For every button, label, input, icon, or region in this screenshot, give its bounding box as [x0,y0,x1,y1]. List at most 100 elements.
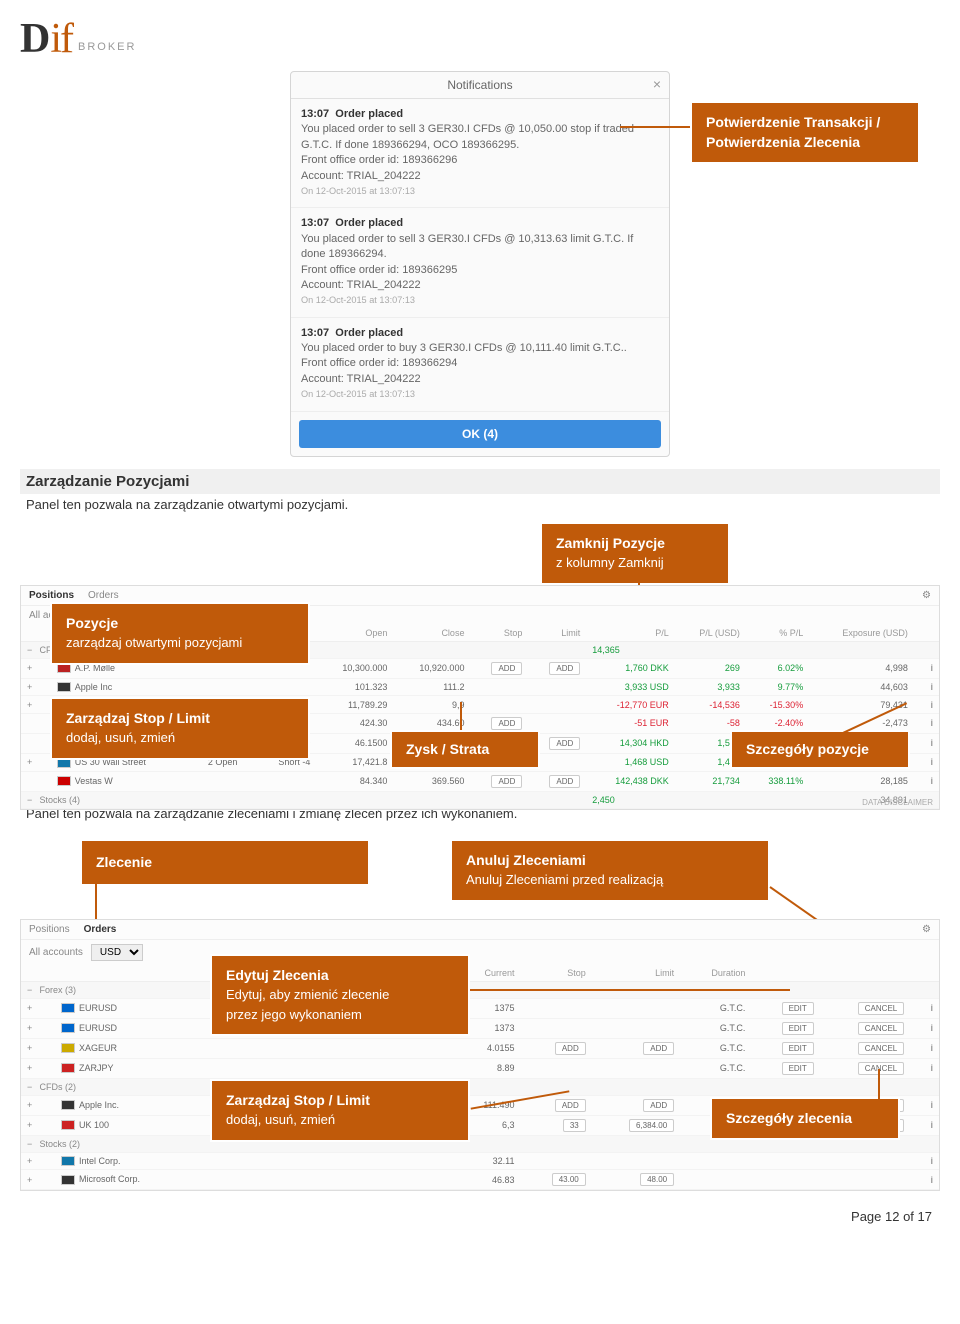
orders-table: TypeBuy/SellAmountPriceCurrentStopLimitD… [21,965,939,1191]
table-row[interactable]: + Apple Inc 101.323111.2 3,933 USD3,9339… [21,678,939,696]
info-icon[interactable]: i [930,1100,933,1110]
connector [878,1069,880,1099]
close-icon[interactable]: × [653,76,661,92]
callout-details-t: Szczegóły pozycje [746,740,894,760]
add-limit-button[interactable]: ADD [549,662,580,675]
add-stop-button[interactable]: ADD [555,1042,586,1055]
callout-edit-t: Edytuj Zlecenia [226,966,454,986]
notification-item: 13:07 Order placed You placed order to s… [291,99,669,208]
callout-positions: Pozycje zarządzaj otwartymi pozycjami [50,602,310,665]
table-group-row[interactable]: − Stocks (4)2,45034,891 [21,791,939,808]
page-footer: Page 12 of 17 [20,1191,940,1232]
info-icon[interactable]: i [930,738,933,748]
table-row[interactable]: + Intel Corp. 32.11 i [21,1152,939,1170]
notifications-panel: Notifications × 13:07 Order placed You p… [290,71,670,457]
table-group-row[interactable]: − CFDs (2) [21,1078,939,1095]
notifications-header: Notifications × [291,72,669,99]
cancel-button[interactable]: CANCEL [858,1022,904,1035]
callout-orderdetails-t: Szczegóły zlecenia [726,1109,884,1129]
callout-confirm-title: Potwierdzenie Transakcji / [706,113,904,133]
info-icon[interactable]: i [930,1156,933,1166]
callout-positions-s: zarządzaj otwartymi pozycjami [66,635,242,650]
add-limit-button[interactable]: ADD [643,1099,674,1112]
data-disclaimer[interactable]: DATA DISCLAIMER [862,798,933,807]
info-icon[interactable]: i [930,718,933,728]
connector [95,881,97,921]
add-stop-button[interactable]: ADD [491,775,522,788]
currency-select[interactable]: USD [91,944,143,961]
table-row[interactable]: + EURUSD 1375 G.T.C. EDIT CANCEL i [21,998,939,1018]
add-limit-button[interactable]: ADD [643,1042,674,1055]
callout-close: Zamknij Pozycje z kolumny Zamknij [540,522,730,585]
info-icon[interactable]: i [930,776,933,786]
add-stop-button[interactable]: 43.00 [552,1173,586,1186]
table-row[interactable]: + EURUSD 1373 G.T.C. EDIT CANCEL i [21,1018,939,1038]
logo: D if BROKER [20,15,940,63]
callout-order-t: Zlecenie [96,853,354,873]
callout-confirm-sub: Potwierdzenia Zlecenia [706,133,904,153]
callout-cancel: Anuluj Zleceniami Anuluj Zleceniami prze… [450,839,770,902]
info-icon[interactable]: i [930,682,933,692]
add-stop-button[interactable]: 33 [563,1119,586,1132]
info-icon[interactable]: i [930,1023,933,1033]
notification-item: 13:07 Order placed You placed order to s… [291,208,669,317]
callout-edit-s2: przez jego wykonaniem [226,1007,362,1022]
callout-orderdetails: Szczegóły zlecenia [710,1097,900,1141]
callout-details: Szczegóły pozycje [730,730,910,770]
info-icon[interactable]: i [930,1003,933,1013]
tab-positions-2[interactable]: Positions [29,924,70,935]
notifications-title: Notifications [447,78,512,92]
add-stop-button[interactable]: ADD [491,662,522,675]
info-icon[interactable]: i [930,700,933,710]
logo-d: D [20,15,50,63]
add-limit-button[interactable]: ADD [549,775,580,788]
callout-close-s: z kolumny Zamknij [556,555,664,570]
callout-positions-t: Pozycje [66,614,294,634]
table-row[interactable]: + Microsoft Corp. 46.83 43.00 48.00 i [21,1170,939,1190]
cancel-button[interactable]: CANCEL [858,1042,904,1055]
edit-button[interactable]: EDIT [782,1022,814,1035]
cancel-button[interactable]: CANCEL [858,1062,904,1075]
callout-confirm: Potwierdzenie Transakcji / Potwierdzenia… [690,101,920,164]
orders-panel: Positions Orders ⚙ All accounts USD Type… [20,919,940,1192]
callout-pl-t: Zysk / Strata [406,740,524,760]
callout-cancel-t: Anuluj Zleceniami [466,851,754,871]
callout-stoplimit2-t: Zarządzaj Stop / Limit [226,1091,454,1111]
add-limit-button[interactable]: ADD [549,737,580,750]
gear-icon[interactable]: ⚙ [922,590,931,601]
tab-positions[interactable]: Positions [29,590,74,601]
tab-orders-2[interactable]: Orders [84,924,117,935]
callout-cancel-s: Anuluj Zleceniami przed realizacją [466,872,663,887]
account-filter-2[interactable]: All accounts [29,947,83,958]
connector [460,702,462,730]
edit-button[interactable]: EDIT [782,1002,814,1015]
cancel-button[interactable]: CANCEL [858,1002,904,1015]
table-row[interactable]: + ZARJPY 8.89 G.T.C. EDIT CANCEL i [21,1058,939,1078]
info-icon[interactable]: i [930,1120,933,1130]
table-row[interactable]: Vestas W 84.340369.560 ADD ADD 142,438 D… [21,771,939,791]
callout-edit-s1: Edytuj, aby zmienić zlecenie [226,987,389,1002]
add-stop-button[interactable]: ADD [491,717,522,730]
callout-stoplimit2: Zarządzaj Stop / Limit dodaj, usuń, zmie… [210,1079,470,1142]
add-stop-button[interactable]: ADD [555,1099,586,1112]
callout-stoplimit-s: dodaj, usuń, zmień [66,730,175,745]
info-icon[interactable]: i [930,1175,933,1185]
edit-button[interactable]: EDIT [782,1062,814,1075]
gear-icon[interactable]: ⚙ [922,924,931,935]
connector [470,989,790,991]
edit-button[interactable]: EDIT [782,1042,814,1055]
info-icon[interactable]: i [930,1063,933,1073]
notification-item: 13:07 Order placed You placed order to b… [291,318,669,412]
info-icon[interactable]: i [930,663,933,673]
table-row[interactable]: + XAGEUR 4.0155 ADD ADD G.T.C. EDIT CANC… [21,1038,939,1058]
tab-orders[interactable]: Orders [88,590,119,601]
callout-pl: Zysk / Strata [390,730,540,770]
add-limit-button[interactable]: 6,384.00 [629,1119,674,1132]
ok-button[interactable]: OK (4) [299,420,661,448]
callout-edit: Edytuj Zlecenia Edytuj, aby zmienić zlec… [210,954,470,1037]
info-icon[interactable]: i [930,757,933,767]
info-icon[interactable]: i [930,1043,933,1053]
logo-sub: BROKER [78,41,136,53]
callout-order: Zlecenie [80,839,370,887]
add-limit-button[interactable]: 48.00 [640,1173,674,1186]
